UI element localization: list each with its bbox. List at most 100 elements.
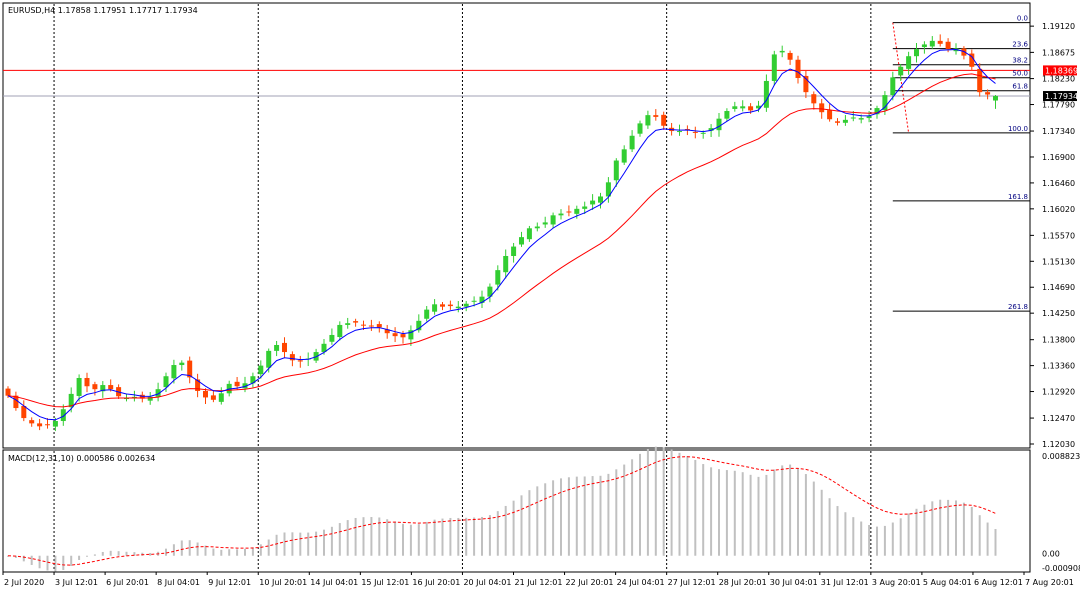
macd-bar [196, 542, 199, 556]
candle-body [558, 213, 564, 216]
time-axis: 2 Jul 2020 3 Jul 12:01 6 Jul 20:01 8 Jul 04… [2, 572, 1074, 587]
macd-bar [38, 555, 41, 569]
candle-body [471, 300, 477, 302]
candle-body [835, 121, 840, 123]
fib-level-label: 61.8 [1012, 83, 1028, 91]
macd-bar [702, 464, 705, 556]
candle-body [795, 59, 801, 79]
macd-bar [891, 522, 894, 556]
macd-bar [804, 474, 807, 556]
macd-bar [275, 534, 278, 556]
candle-body [700, 132, 706, 134]
candle-body [487, 286, 493, 297]
macd-bar [70, 555, 73, 567]
candle-body [985, 92, 991, 95]
time-tick-label: 3 Aug 20:01 [872, 578, 921, 587]
candle-body [440, 304, 445, 307]
macd-bar [852, 517, 855, 556]
macd-bar [733, 470, 736, 556]
time-tick-label: 3 Jul 12:01 [55, 578, 98, 587]
candle-body [526, 228, 532, 240]
macd-bar [220, 549, 223, 556]
price-tick-label: 1.12030 [1042, 440, 1075, 449]
macd-bar [283, 532, 286, 556]
candle-body [242, 383, 248, 389]
macd-bar [109, 550, 112, 556]
macd-bar [757, 476, 760, 556]
candle-body [282, 342, 287, 353]
time-tick-label: 20 Jul 04:01 [463, 578, 511, 587]
price-tick-label: 1.14250 [1042, 309, 1075, 318]
price-tick-label: 1.15570 [1042, 231, 1075, 240]
candle-body [732, 106, 738, 109]
candle-body [692, 131, 698, 133]
macd-bar [402, 523, 404, 556]
macd-bar [678, 452, 681, 556]
candle-body [929, 40, 935, 47]
candle-body [882, 95, 888, 111]
candle-body [763, 80, 769, 108]
current-price-tag [1043, 91, 1077, 102]
candle-body [424, 309, 430, 319]
candle-body [76, 377, 82, 396]
fib-level-label: 23.6 [1012, 41, 1028, 49]
macd-bar [93, 554, 96, 556]
macd-bar [481, 516, 483, 556]
fibonacci-retracement[interactable]: 0.0 23.6 38.2 50.0 61.8 100.0 161.8 261.8 [892, 15, 1030, 312]
time-tick-label: 24 Jul 04:01 [617, 578, 665, 587]
horizontal-lines[interactable] [3, 69, 1030, 97]
macd-bar [741, 472, 744, 556]
macd-bar [955, 500, 957, 556]
macd-bar [172, 544, 175, 556]
ma-slow-line [7, 73, 996, 408]
candle-body [866, 116, 872, 119]
macd-title: MACD(12,31,10) 0.000586 0.002634 [8, 454, 155, 463]
fib-level-label: 50.0 [1012, 70, 1028, 78]
candle-body [345, 323, 351, 325]
candle-body [637, 123, 643, 134]
candle-body [392, 333, 398, 337]
macd-bar [828, 498, 831, 556]
macd-bar [101, 551, 104, 556]
price-tick-label: 1.17340 [1042, 127, 1075, 136]
candle-body [771, 54, 777, 81]
candle-body [716, 118, 722, 131]
macd-bar [409, 524, 412, 556]
candle-body [289, 354, 295, 361]
candle-body [827, 110, 833, 120]
candle-body [234, 381, 240, 387]
candle-body [684, 128, 690, 130]
macd-bar [425, 521, 428, 556]
candle-body [534, 226, 540, 229]
macd-bar [868, 525, 871, 556]
time-tick-label: 8 Jul 04:01 [157, 578, 200, 587]
macd-bar [165, 548, 167, 556]
candle-body [274, 344, 280, 351]
macd-bar [646, 449, 649, 556]
time-tick-label: 16 Jul 20:01 [412, 578, 460, 587]
price-tick-label: 1.19120 [1042, 22, 1075, 31]
macd-bar [994, 529, 997, 556]
candle-body [511, 246, 517, 256]
macd-bar [291, 532, 294, 556]
macd-bar [473, 517, 476, 556]
macd-bar [299, 532, 302, 556]
candle-body [408, 330, 414, 340]
candle-body [906, 56, 912, 69]
candle-body [203, 390, 208, 398]
time-tick-label: 28 Jul 20:01 [719, 578, 767, 587]
candle-body [60, 409, 66, 422]
price-tags: 1.18369 1.17934 [1043, 65, 1078, 102]
price-tick-label: 1.14690 [1042, 283, 1075, 292]
macd-bar [725, 470, 728, 556]
candle-body [432, 304, 438, 312]
candle-body [811, 94, 817, 104]
macd-bar [947, 499, 950, 556]
candle-body [455, 306, 461, 309]
candle-body [937, 40, 943, 44]
macd-bar [125, 551, 128, 556]
macd-bar [315, 531, 318, 556]
candle-body [921, 44, 927, 48]
candle-body [337, 324, 343, 338]
